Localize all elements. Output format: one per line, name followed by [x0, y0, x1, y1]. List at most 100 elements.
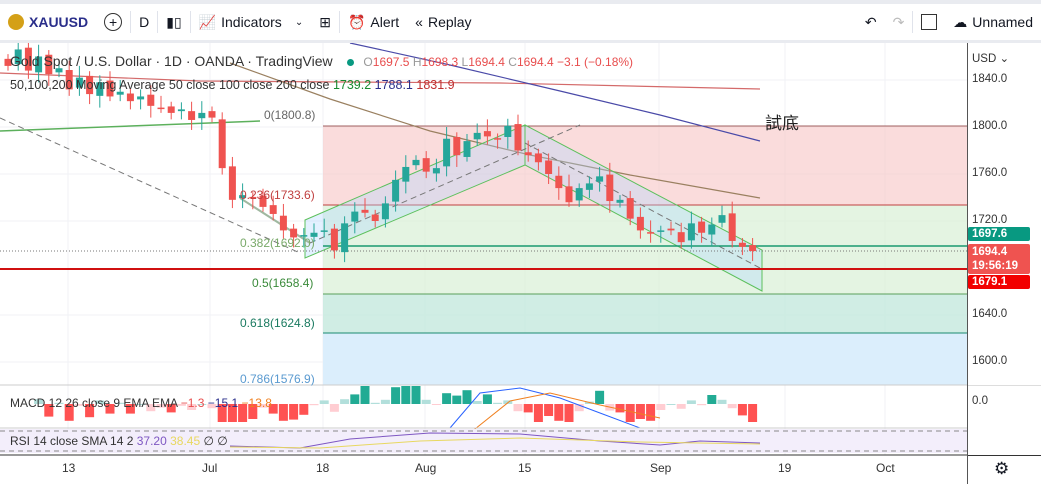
candle-body [228, 166, 236, 200]
candle-body [453, 136, 461, 156]
legend-main: Gold Spot / U.S. Dollar · 1D · OANDA · T… [10, 53, 634, 69]
candle-body [524, 152, 532, 156]
templates-button[interactable]: ⊞ [311, 4, 339, 40]
signal-line [469, 392, 661, 434]
macd-bar [646, 404, 656, 421]
candle-body [259, 195, 267, 207]
fib-label-0786: 0.786(1576.9) [240, 372, 315, 386]
macd-bar [54, 402, 64, 404]
last-price-tag: 1694.4 19:56:19 [968, 244, 1030, 274]
candle-body [137, 96, 145, 100]
macd-bar [554, 404, 564, 421]
falling-channel [524, 124, 763, 292]
candle-body [279, 215, 287, 231]
macd-bar [421, 399, 431, 404]
redo-icon: ↷ [892, 13, 905, 30]
candle-body [555, 175, 563, 189]
fullscreen-button[interactable] [913, 4, 945, 40]
macd-bar [493, 402, 503, 404]
add-symbol-button[interactable]: + [96, 4, 130, 40]
macd-bar [207, 404, 217, 409]
redo-button[interactable]: ↷ [885, 4, 913, 40]
candle-body [188, 111, 196, 120]
chart-canvas[interactable]: 試底 [0, 43, 967, 484]
candle-body [341, 223, 349, 253]
price-axis[interactable]: USD ⌄ 1840.0 1800.0 1760.0 1720.0 1640.0… [967, 43, 1041, 484]
candle-body [647, 232, 655, 234]
macd-bar [513, 404, 523, 412]
macd-bar [544, 404, 554, 416]
candle-body [249, 196, 257, 199]
macd-bar [268, 404, 278, 414]
candle-body [35, 56, 43, 73]
candle-body [728, 213, 736, 241]
candle-body [75, 77, 83, 88]
indicators-button[interactable]: 📈 Indicators ⌄ [198, 13, 304, 31]
macd-bar [64, 404, 74, 421]
fib-label-0: 0(1800.8) [264, 108, 316, 122]
cloud-icon: ☁ [953, 13, 968, 30]
candle-body [65, 70, 73, 90]
candle-body [483, 131, 491, 137]
macd-bar [564, 404, 574, 422]
macd-bar [299, 404, 309, 415]
macd-bar [309, 404, 319, 406]
indicators-icon: 📈 [198, 13, 217, 30]
candle-body [177, 109, 185, 112]
undo-icon: ↶ [864, 13, 877, 30]
macd-bar [462, 390, 472, 404]
status-dot-icon [346, 59, 354, 66]
support-tag: 1679.1 [968, 275, 1030, 289]
layout-name-button[interactable]: ☁ Unnamed [953, 13, 1033, 31]
fib-zone-0618-0786 [323, 333, 967, 385]
macd-bar [370, 402, 380, 404]
candle-body [534, 153, 542, 163]
fib-label-05: 0.5(1658.4) [252, 276, 314, 290]
macd-bar [85, 404, 95, 418]
interval-button[interactable]: D [139, 14, 150, 30]
candle-body [718, 215, 726, 223]
fib-label-0382: 0.382(1692.0) [240, 236, 315, 250]
candle-body [330, 228, 338, 251]
macd-bar [136, 404, 146, 405]
candle-body [96, 82, 104, 96]
macd-bar [105, 404, 115, 414]
candle-body [616, 199, 624, 203]
candle-body [106, 80, 114, 97]
candle-body [412, 159, 420, 166]
candle-body [708, 224, 716, 235]
candle-body [55, 68, 63, 73]
currency-selector[interactable]: USD ⌄ [972, 53, 1010, 65]
macd-line [449, 387, 641, 429]
macd-bar [452, 395, 462, 404]
macd-bar [156, 404, 166, 408]
candle-body [361, 209, 369, 213]
candles [4, 43, 757, 263]
ma100-line [349, 43, 761, 142]
prev-close-tag: 1697.6 [968, 227, 1030, 241]
candle-body [239, 195, 247, 199]
chart-area[interactable]: 試底 Gold Spot / U.S. Dollar · 1D · OANDA … [0, 43, 1041, 484]
annotation-label: 試底 [765, 114, 799, 133]
candle-body [290, 228, 298, 238]
macd-bar [666, 404, 676, 405]
macd-bar [595, 390, 605, 404]
fib-zone-05-0618 [323, 294, 967, 333]
undo-button[interactable]: ↶ [857, 4, 885, 40]
macd-bar [227, 404, 237, 422]
settings-gear-icon[interactable]: ⚙ [994, 459, 1010, 478]
candle-body [514, 124, 522, 151]
candle-body [208, 111, 216, 118]
chevron-down-icon: ⌄ [294, 16, 304, 28]
alert-button[interactable]: ⏰ Alert [347, 13, 400, 31]
chart-type-button[interactable]: ▮▯ [158, 4, 189, 40]
symbol-button[interactable]: XAUUSD [0, 4, 96, 40]
symbol-title: Gold Spot / U.S. Dollar · 1D · OANDA · T… [10, 53, 333, 69]
candle-body [269, 205, 277, 214]
candle-body [300, 235, 308, 237]
candle-body [86, 75, 94, 95]
square-icon [921, 14, 938, 30]
replay-button[interactable]: «Replay [415, 14, 472, 30]
candle-body [45, 54, 53, 75]
macd-bar [217, 404, 227, 422]
